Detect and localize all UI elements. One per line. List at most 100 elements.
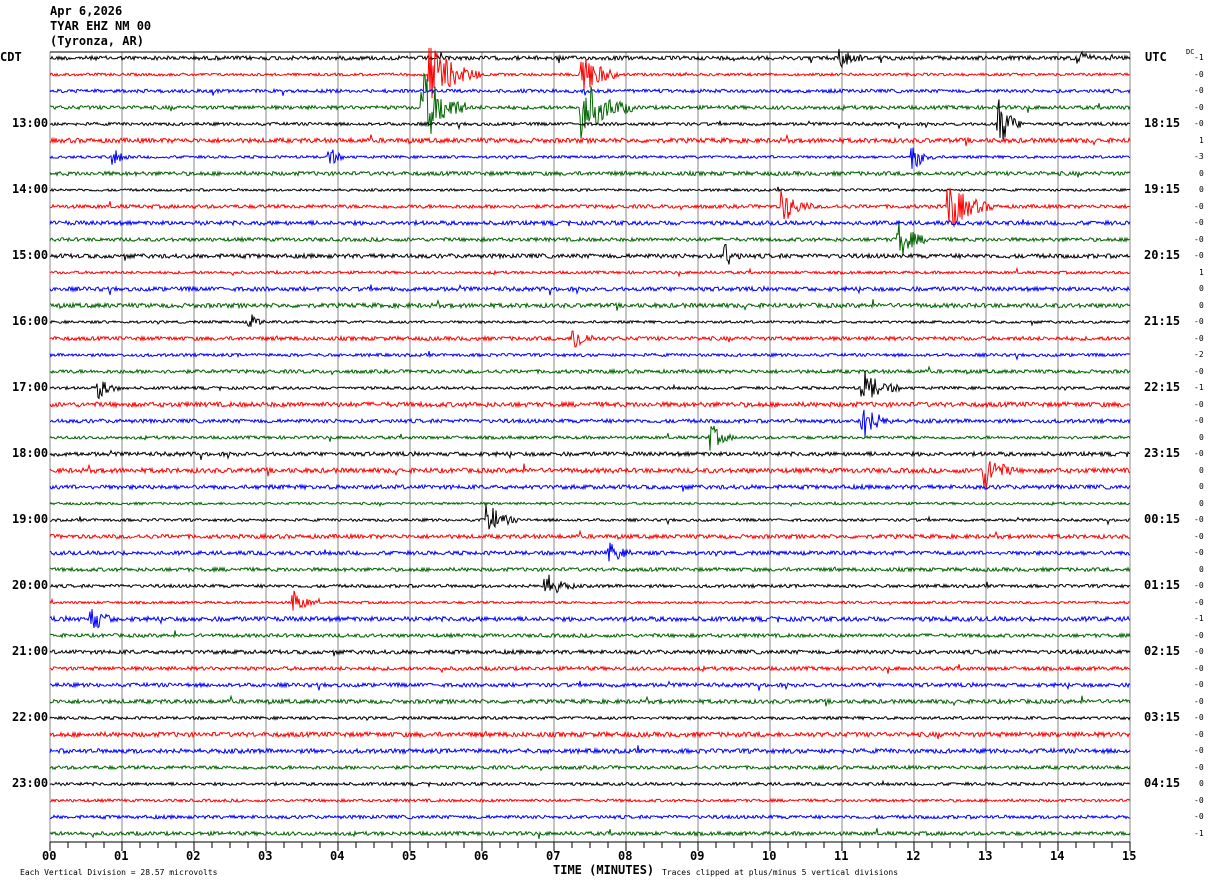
right-timezone: UTC xyxy=(1145,50,1167,64)
scale-note: Each Vertical Division = 28.57 microvolt… xyxy=(20,868,218,877)
seismic-trace xyxy=(49,500,1131,508)
x-axis-label: TIME (MINUTES) xyxy=(553,863,655,877)
x-tick-label: 10 xyxy=(762,849,777,863)
dc-offset-value: -3 xyxy=(1194,152,1204,161)
dc-offset-value: -0 xyxy=(1194,119,1204,128)
seismic-trace xyxy=(49,133,1131,147)
seismic-trace xyxy=(49,542,1131,562)
dc-offset-value: -0 xyxy=(1194,531,1204,541)
dc-offset-value: -0 xyxy=(1194,69,1204,79)
left-hour-label: 13:00 xyxy=(12,116,49,130)
right-hour-label: 04:15 xyxy=(1144,776,1181,790)
seismic-trace xyxy=(49,243,1131,265)
seismic-trace xyxy=(49,648,1131,657)
seismic-trace xyxy=(49,87,1131,96)
seismic-trace xyxy=(49,47,1131,99)
dc-label: DC xyxy=(1186,48,1195,56)
seismic-trace xyxy=(49,797,1131,804)
seismic-trace xyxy=(49,664,1131,674)
dc-offset-value: -0 xyxy=(1194,630,1204,640)
dc-offset-value: -1 xyxy=(1194,614,1204,623)
seismic-trace xyxy=(49,574,1131,594)
x-tick-label: 06 xyxy=(474,849,489,863)
right-hour-label: 23:15 xyxy=(1144,446,1181,460)
right-hour-label: 02:15 xyxy=(1144,644,1181,658)
dc-offset-value: -0 xyxy=(1194,548,1204,557)
seismic-trace xyxy=(49,609,1131,629)
x-tick-label: 03 xyxy=(258,849,273,863)
right-hour-label: 21:15 xyxy=(1144,314,1181,328)
dc-offset-value: 0 xyxy=(1199,168,1204,178)
x-tick-label: 08 xyxy=(618,849,633,863)
right-hour-label: 20:15 xyxy=(1144,248,1181,262)
dc-offset-value: -0 xyxy=(1194,746,1204,755)
dc-offset-value: -0 xyxy=(1194,449,1204,458)
dc-offset-value: -0 xyxy=(1194,366,1204,376)
left-hour-label: 15:00 xyxy=(12,248,49,262)
seismic-trace xyxy=(49,529,1130,541)
seismic-trace xyxy=(49,72,1131,139)
dc-offset-value: -0 xyxy=(1194,762,1204,772)
dc-offset-value: -2 xyxy=(1194,350,1204,359)
left-hour-label: 20:00 xyxy=(12,578,49,592)
seismic-trace xyxy=(49,745,1131,756)
seismic-trace xyxy=(49,409,1131,438)
dc-offset-value: 1 xyxy=(1199,135,1204,145)
x-tick-label: 13 xyxy=(978,849,993,863)
dc-offset-value: -0 xyxy=(1194,416,1204,425)
dc-offset-value: -0 xyxy=(1194,597,1204,607)
dc-offset-value: -0 xyxy=(1194,713,1204,722)
left-hour-label: 18:00 xyxy=(12,446,49,460)
seismic-trace xyxy=(49,779,1131,788)
seismic-trace xyxy=(49,400,1131,409)
seismic-trace xyxy=(49,630,1131,639)
seismic-trace xyxy=(49,680,1131,691)
seismic-trace xyxy=(49,169,1131,178)
x-tick-label: 11 xyxy=(834,849,849,863)
left-hour-label: 23:00 xyxy=(12,776,49,790)
seismic-trace xyxy=(49,314,1131,328)
date-label: Apr 6,2026 xyxy=(50,4,123,18)
left-hour-label: 21:00 xyxy=(12,644,49,658)
dc-offset-value: -0 xyxy=(1194,680,1204,689)
dc-offset-value: 0 xyxy=(1199,284,1204,293)
dc-offset-value: -0 xyxy=(1194,515,1204,524)
seismic-trace xyxy=(49,590,1131,611)
seismic-trace xyxy=(49,330,1131,348)
dc-offset-value: -0 xyxy=(1194,795,1204,805)
dc-offset-value: -1 xyxy=(1194,53,1204,62)
dc-offset-value: -0 xyxy=(1194,812,1204,821)
right-hour-label: 18:15 xyxy=(1144,116,1181,130)
dc-offset-value: -0 xyxy=(1194,251,1204,260)
dc-offset-value: 0 xyxy=(1199,564,1204,574)
seismic-trace xyxy=(49,483,1131,492)
seismic-trace xyxy=(49,222,1130,255)
dc-offset-value: 0 xyxy=(1199,482,1204,491)
right-hour-label: 19:15 xyxy=(1144,182,1181,196)
dc-offset-value: 0 xyxy=(1199,465,1204,475)
dc-offset-value: -0 xyxy=(1194,729,1204,739)
seismic-trace xyxy=(50,504,1131,530)
seismic-trace xyxy=(49,764,1131,772)
seismic-trace xyxy=(49,449,1130,461)
seismic-trace xyxy=(49,48,1131,69)
seismic-trace xyxy=(49,186,1131,193)
dc-offset-value: 0 xyxy=(1199,432,1204,442)
dc-offset-value: -0 xyxy=(1194,102,1204,112)
seismic-trace xyxy=(49,813,1131,821)
seismic-trace xyxy=(49,283,1131,296)
x-tick-label: 04 xyxy=(330,849,345,863)
seismic-trace xyxy=(49,461,1131,491)
x-tick-label: 02 xyxy=(186,849,201,863)
right-hour-label: 01:15 xyxy=(1144,578,1181,592)
station-label: TYAR EHZ NM 00 xyxy=(50,19,152,33)
seismic-trace xyxy=(49,187,1131,228)
dc-offset-value: -0 xyxy=(1194,317,1204,326)
x-tick-label: 07 xyxy=(546,849,561,863)
right-hour-label: 00:15 xyxy=(1144,512,1181,526)
seismic-trace xyxy=(49,730,1131,740)
dc-offset-value: 0 xyxy=(1199,300,1204,310)
dc-offset-value: -1 xyxy=(1194,828,1204,838)
seismic-trace xyxy=(49,370,1131,400)
